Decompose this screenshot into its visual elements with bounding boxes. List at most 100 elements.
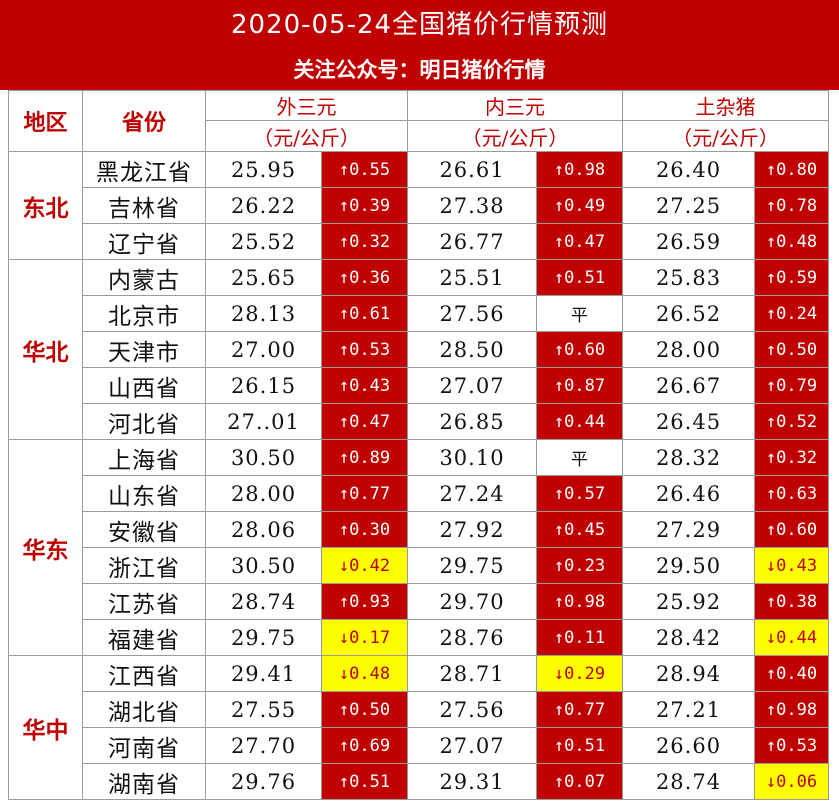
change-tuzazhu: ↑0.40 bbox=[754, 655, 829, 692]
change-waisanyuan: ↓0.17 bbox=[321, 619, 408, 656]
price-waisanyuan: 27.55 bbox=[205, 691, 322, 728]
change-waisanyuan: ↑0.39 bbox=[321, 187, 408, 224]
price-waisanyuan: 26.22 bbox=[205, 187, 322, 224]
province-name: 天津市 bbox=[82, 331, 206, 368]
change-waisanyuan: ↑0.50 bbox=[321, 691, 408, 728]
province-name: 河北省 bbox=[82, 403, 206, 440]
change-waisanyuan: ↑0.36 bbox=[321, 259, 408, 296]
header-col2: 内三元 bbox=[407, 90, 623, 121]
price-tuzazhu: 28.00 bbox=[622, 331, 755, 368]
price-neisanyuan: 27.38 bbox=[407, 187, 537, 224]
change-neisanyuan: ↑0.98 bbox=[536, 151, 623, 188]
table-row: 湖北省 27.55 ↑0.50 27.56 ↑0.77 27.21 ↑0.98 bbox=[9, 691, 829, 728]
change-waisanyuan: ↑0.61 bbox=[321, 295, 408, 332]
change-tuzazhu: ↑0.59 bbox=[754, 259, 829, 296]
change-neisanyuan: ↑0.98 bbox=[536, 583, 623, 620]
table-row: 福建省 29.75 ↓0.17 28.76 ↑0.11 28.42 ↓0.44 bbox=[9, 619, 829, 656]
price-tuzazhu: 26.45 bbox=[622, 403, 755, 440]
table-row: 浙江省 30.50 ↓0.42 29.75 ↑0.23 29.50 ↓0.43 bbox=[9, 547, 829, 584]
price-neisanyuan: 27.07 bbox=[407, 727, 537, 764]
table-row: 北京市 28.13 ↑0.61 27.56 平 26.52 ↑0.24 bbox=[9, 295, 829, 332]
price-neisanyuan: 29.31 bbox=[407, 763, 537, 800]
change-tuzazhu: ↑0.32 bbox=[754, 439, 829, 476]
price-waisanyuan: 28.74 bbox=[205, 583, 322, 620]
table-row: 江苏省 28.74 ↑0.93 29.70 ↑0.98 25.92 ↑0.38 bbox=[9, 583, 829, 620]
change-waisanyuan: ↑0.30 bbox=[321, 511, 408, 548]
change-neisanyuan: ↑0.23 bbox=[536, 547, 623, 584]
change-neisanyuan: ↑0.11 bbox=[536, 619, 623, 656]
region-label: 华中 bbox=[8, 655, 83, 800]
table-row: 天津市 27.00 ↑0.53 28.50 ↑0.60 28.00 ↑0.50 bbox=[9, 331, 829, 368]
change-neisanyuan: 平 bbox=[536, 295, 623, 332]
change-neisanyuan: ↑0.44 bbox=[536, 403, 623, 440]
change-tuzazhu: ↑0.53 bbox=[754, 727, 829, 764]
price-waisanyuan: 28.00 bbox=[205, 475, 322, 512]
price-neisanyuan: 28.50 bbox=[407, 331, 537, 368]
header-unit-col3: （元/公斤） bbox=[622, 120, 829, 152]
change-tuzazhu: ↓0.06 bbox=[754, 763, 829, 800]
table-row: 湖南省 29.76 ↑0.51 29.31 ↑0.07 28.74 ↓0.06 bbox=[9, 763, 829, 800]
price-table: 地区 省份 外三元 内三元 土杂猪 （元/公斤） （元/公斤） （元/公斤） 东… bbox=[8, 90, 829, 800]
price-tuzazhu: 26.60 bbox=[622, 727, 755, 764]
table-row: 安徽省 28.06 ↑0.30 27.92 ↑0.45 27.29 ↑0.60 bbox=[9, 511, 829, 548]
change-tuzazhu: ↑0.38 bbox=[754, 583, 829, 620]
change-tuzazhu: ↑0.79 bbox=[754, 367, 829, 404]
price-tuzazhu: 25.83 bbox=[622, 259, 755, 296]
change-waisanyuan: ↑0.47 bbox=[321, 403, 408, 440]
province-name: 内蒙古 bbox=[82, 259, 206, 296]
change-tuzazhu: ↑0.63 bbox=[754, 475, 829, 512]
change-neisanyuan: ↑0.77 bbox=[536, 691, 623, 728]
region-label: 东北 bbox=[8, 151, 83, 260]
header-col1: 外三元 bbox=[205, 90, 408, 121]
province-name: 河南省 bbox=[82, 727, 206, 764]
price-tuzazhu: 26.52 bbox=[622, 295, 755, 332]
price-tuzazhu: 28.32 bbox=[622, 439, 755, 476]
change-tuzazhu: ↑0.52 bbox=[754, 403, 829, 440]
province-name: 湖南省 bbox=[82, 763, 206, 800]
change-waisanyuan: ↓0.42 bbox=[321, 547, 408, 584]
change-waisanyuan: ↑0.51 bbox=[321, 763, 408, 800]
change-tuzazhu: ↑0.48 bbox=[754, 223, 829, 260]
province-name: 湖北省 bbox=[82, 691, 206, 728]
price-waisanyuan: 30.50 bbox=[205, 439, 322, 476]
title-banner: 2020-05-24全国猪价行情预测 关注公众号：明日猪价行情 bbox=[0, 0, 839, 90]
change-neisanyuan: 平 bbox=[536, 439, 623, 476]
province-name: 上海省 bbox=[82, 439, 206, 476]
price-tuzazhu: 28.42 bbox=[622, 619, 755, 656]
price-waisanyuan: 25.95 bbox=[205, 151, 322, 188]
price-waisanyuan: 27..01 bbox=[205, 403, 322, 440]
province-name: 浙江省 bbox=[82, 547, 206, 584]
price-neisanyuan: 27.07 bbox=[407, 367, 537, 404]
page-subtitle: 关注公众号：明日猪价行情 bbox=[293, 58, 546, 82]
table-row: 河南省 27.70 ↑0.69 27.07 ↑0.51 26.60 ↑0.53 bbox=[9, 727, 829, 764]
price-waisanyuan: 27.70 bbox=[205, 727, 322, 764]
price-waisanyuan: 29.76 bbox=[205, 763, 322, 800]
price-neisanyuan: 27.56 bbox=[407, 691, 537, 728]
price-tuzazhu: 28.94 bbox=[622, 655, 755, 692]
change-neisanyuan: ↑0.57 bbox=[536, 475, 623, 512]
price-waisanyuan: 25.52 bbox=[205, 223, 322, 260]
price-neisanyuan: 27.92 bbox=[407, 511, 537, 548]
price-waisanyuan: 27.00 bbox=[205, 331, 322, 368]
change-tuzazhu: ↑0.98 bbox=[754, 691, 829, 728]
province-name: 福建省 bbox=[82, 619, 206, 656]
change-waisanyuan: ↑0.32 bbox=[321, 223, 408, 260]
region-label: 华东 bbox=[8, 439, 83, 656]
change-waisanyuan: ↑0.55 bbox=[321, 151, 408, 188]
price-tuzazhu: 26.59 bbox=[622, 223, 755, 260]
header-region: 地区 bbox=[8, 90, 83, 152]
province-name: 吉林省 bbox=[82, 187, 206, 224]
price-tuzazhu: 27.25 bbox=[622, 187, 755, 224]
header-unit-col2: （元/公斤） bbox=[407, 120, 623, 152]
price-waisanyuan: 28.13 bbox=[205, 295, 322, 332]
header-unit-col1: （元/公斤） bbox=[205, 120, 408, 152]
price-neisanyuan: 28.76 bbox=[407, 619, 537, 656]
change-neisanyuan: ↑0.49 bbox=[536, 187, 623, 224]
price-tuzazhu: 28.74 bbox=[622, 763, 755, 800]
price-tuzazhu: 26.67 bbox=[622, 367, 755, 404]
change-neisanyuan: ↑0.60 bbox=[536, 331, 623, 368]
table-row: 吉林省 26.22 ↑0.39 27.38 ↑0.49 27.25 ↑0.78 bbox=[9, 187, 829, 224]
price-tuzazhu: 26.46 bbox=[622, 475, 755, 512]
change-tuzazhu: ↑0.50 bbox=[754, 331, 829, 368]
change-tuzazhu: ↓0.43 bbox=[754, 547, 829, 584]
